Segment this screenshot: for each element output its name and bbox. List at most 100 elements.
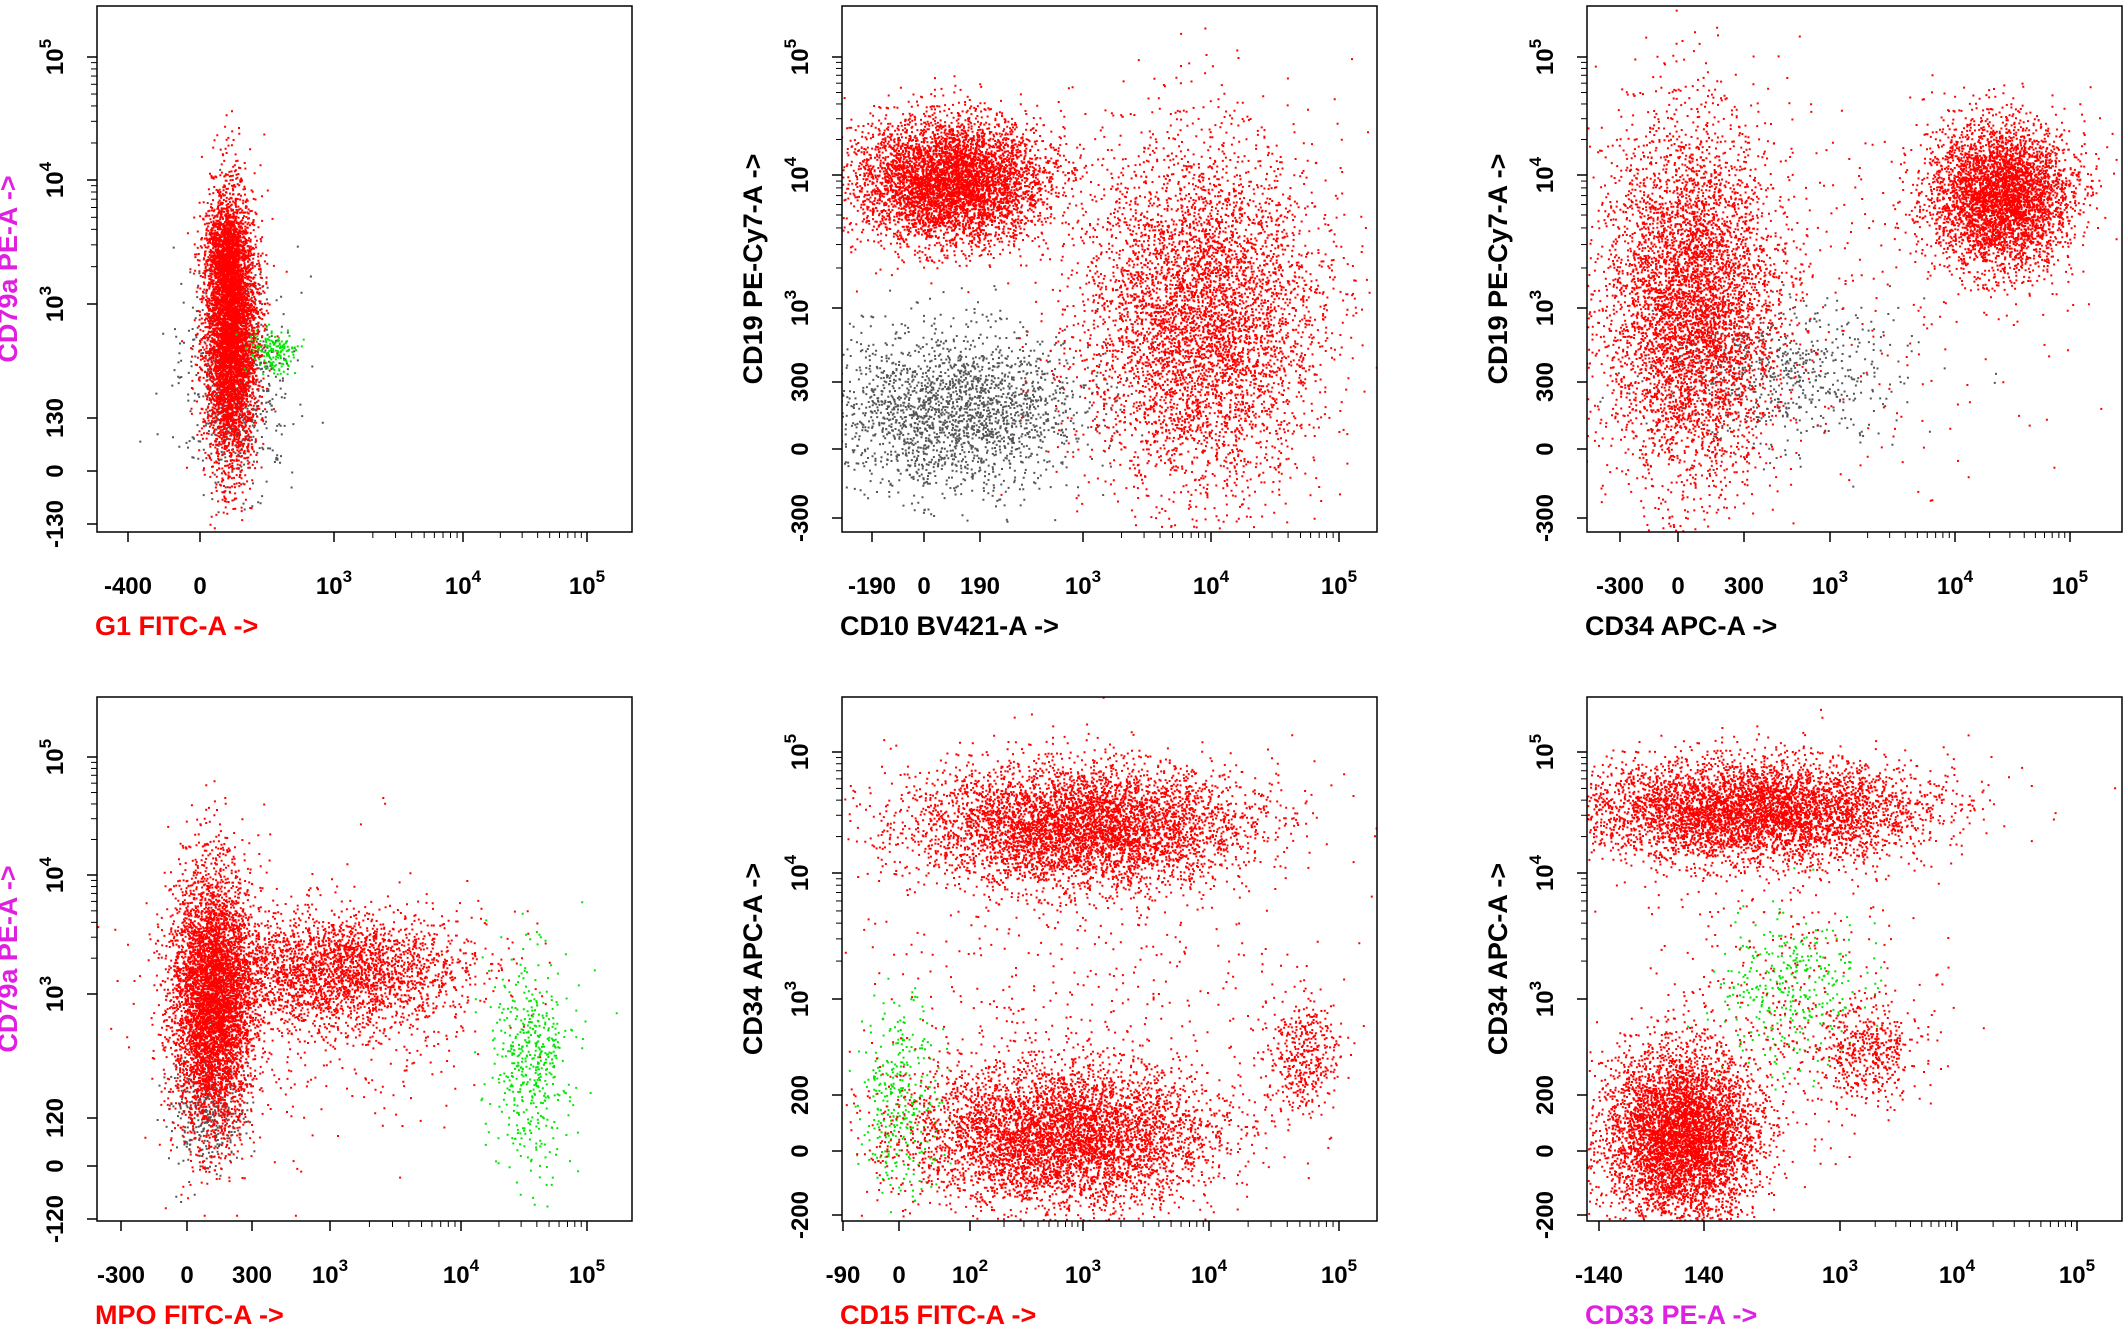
tick-label: 0 (42, 1159, 69, 1172)
tick-label: 103 (1822, 1256, 1858, 1289)
tick-label: 120 (42, 1098, 69, 1138)
population-red-events (144, 780, 299, 1280)
events-layer (1463, 709, 2117, 1319)
population-red-events (1788, 974, 1985, 1134)
tick-label: -130 (42, 500, 69, 548)
tick-label: 103 (1812, 567, 1848, 600)
tick-label: -190 (848, 573, 896, 600)
tick-label: -140 (1575, 1262, 1623, 1289)
x-axis-label: CD10 BV421-A -> (840, 611, 1059, 641)
tick-label: 0 (787, 1144, 814, 1157)
tick-label: 103 (316, 567, 352, 600)
population-red-events (806, 1017, 1383, 1287)
tick-label: 105 (36, 39, 69, 75)
tick-label: 103 (312, 1256, 348, 1289)
tick-label: 105 (1321, 1256, 1357, 1289)
x-axis-label: CD34 APC-A -> (1585, 611, 1777, 641)
x-axis-label: CD15 FITC-A -> (840, 1300, 1036, 1330)
population-green-events (474, 901, 618, 1207)
tick-label: -90 (826, 1262, 861, 1289)
y-axis-label: CD34 APC-A -> (1483, 863, 1513, 1055)
tick-label: -120 (42, 1195, 69, 1243)
tick-label: 104 (1526, 156, 1559, 193)
tick-label: 300 (1532, 362, 1559, 402)
population-gray-events (1599, 252, 1997, 488)
tick-label: 104 (443, 1256, 480, 1289)
tick-label: 105 (2059, 1256, 2095, 1289)
population-red-events (801, 724, 1435, 956)
tick-label: 105 (781, 734, 814, 770)
plot-frame (842, 6, 1377, 532)
tick-label: 103 (781, 981, 814, 1017)
tick-label: 105 (1321, 567, 1357, 600)
population-red-events (1247, 965, 1365, 1165)
y-axis-label: CD34 APC-A -> (738, 863, 768, 1055)
tick-label: 130 (42, 398, 69, 438)
tick-label: 104 (1526, 854, 1559, 891)
population-red-events (80, 797, 551, 1217)
tick-label: 140 (1684, 1262, 1724, 1289)
tick-label: -200 (787, 1191, 814, 1239)
tick-label: 104 (36, 161, 69, 198)
population-green-events (849, 978, 954, 1213)
tick-label: 0 (193, 573, 206, 600)
x-axis-label: G1 FITC-A -> (95, 611, 258, 641)
tick-label: 105 (1526, 734, 1559, 770)
population-red-events (1882, 83, 2128, 352)
tick-label: 0 (1532, 1144, 1559, 1157)
population-red-events (1463, 725, 2117, 919)
y-axis-label: CD19 PE-Cy7-A -> (738, 154, 768, 385)
tick-label: 300 (1724, 573, 1764, 600)
tick-label: 103 (781, 290, 814, 326)
tick-label: 200 (787, 1075, 814, 1115)
tick-label: 190 (960, 573, 1000, 600)
tick-label: 102 (952, 1256, 988, 1289)
tick-label: 0 (892, 1262, 905, 1289)
scatter-plot-6: -140 140 103 104 105 -200 0 200 103 104 105 CD33 PE… (1463, 697, 2123, 1330)
tick-label: 103 (1526, 981, 1559, 1017)
x-axis-label: CD33 PE-A -> (1585, 1300, 1757, 1330)
tick-label: -300 (1532, 494, 1559, 542)
tick-label: 300 (787, 362, 814, 402)
tick-label: -200 (1532, 1191, 1559, 1239)
tick-label: 104 (1937, 567, 1974, 600)
tick-label: -300 (97, 1262, 145, 1289)
tick-label: 300 (232, 1262, 272, 1289)
tick-label: -300 (787, 494, 814, 542)
tick-label: 104 (781, 156, 814, 193)
tick-label: 0 (1532, 442, 1559, 455)
tick-label: 0 (42, 464, 69, 477)
tick-label: 200 (1532, 1075, 1559, 1115)
tick-label: 104 (445, 567, 482, 600)
tick-label: 105 (1526, 39, 1559, 75)
tick-label: 103 (36, 976, 69, 1012)
tick-label: 104 (781, 854, 814, 891)
tick-label: 105 (569, 567, 605, 600)
tick-label: 105 (2052, 567, 2088, 600)
tick-label: 0 (917, 573, 930, 600)
population-red-events (789, 75, 1155, 315)
y-axis-label: CD79a PE-A -> (0, 175, 23, 362)
tick-label: 103 (1526, 290, 1559, 326)
plot-frame (97, 6, 632, 532)
tick-label: 105 (569, 1256, 605, 1289)
tick-label: 104 (36, 856, 69, 893)
tick-label: -400 (104, 573, 152, 600)
tick-label: 104 (1191, 1256, 1228, 1289)
tick-label: 105 (36, 739, 69, 775)
events-layer (80, 780, 618, 1280)
tick-label: 104 (1193, 567, 1230, 600)
tick-label: 0 (180, 1262, 193, 1289)
tick-label: -300 (1596, 573, 1644, 600)
y-axis-label: CD19 PE-Cy7-A -> (1483, 154, 1513, 385)
y-axis-label: CD79a PE-A -> (0, 865, 23, 1052)
events-layer (139, 110, 323, 565)
tick-label: 103 (1065, 567, 1101, 600)
tick-label: 104 (1939, 1256, 1976, 1289)
